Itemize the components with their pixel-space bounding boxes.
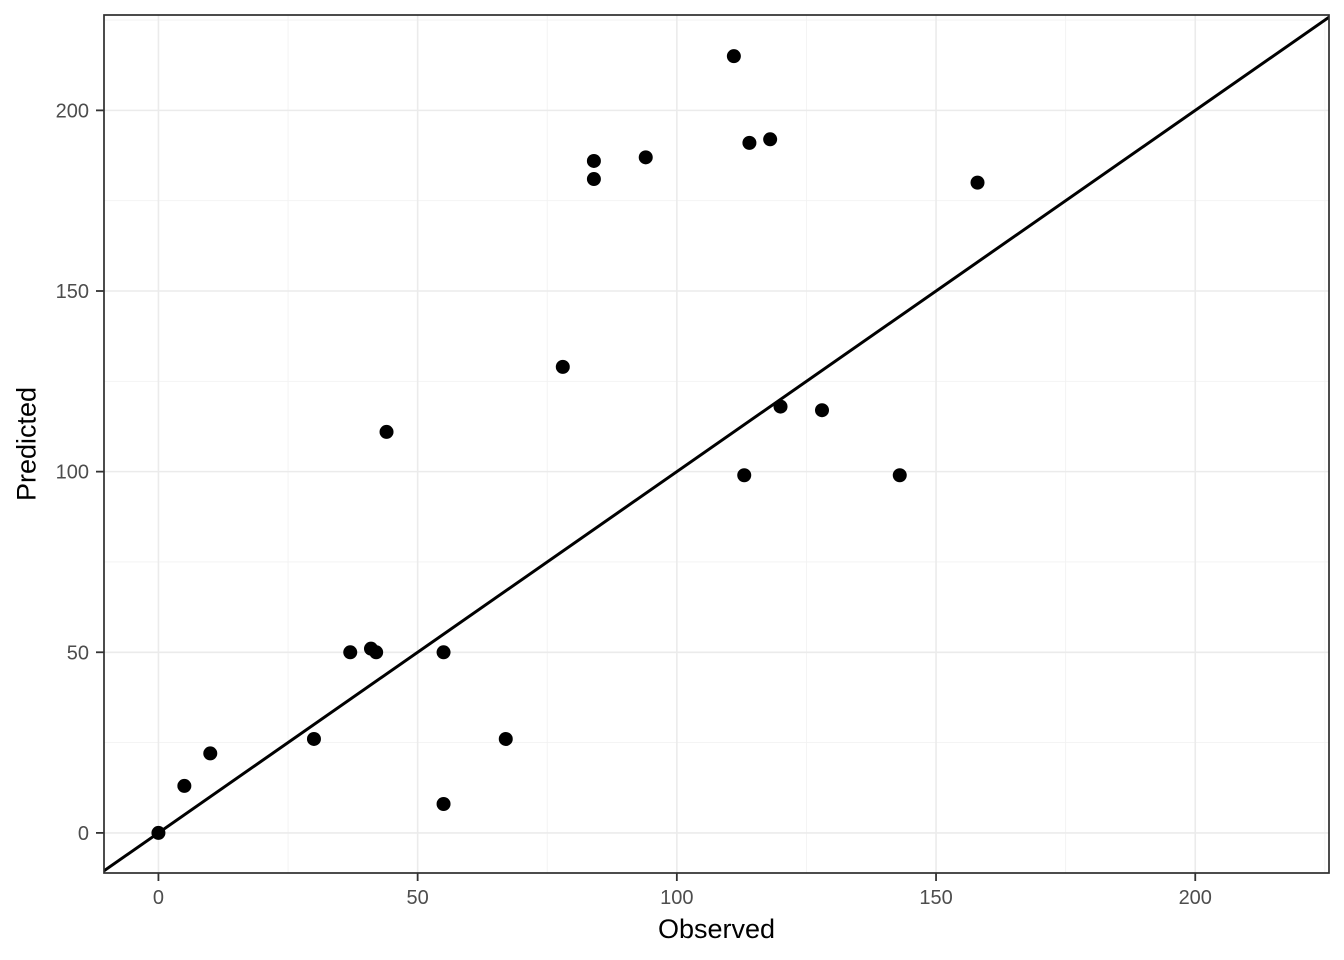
- y-tick-label: 0: [78, 823, 89, 845]
- x-tick-label: 200: [1179, 887, 1212, 909]
- data-point: [742, 135, 757, 150]
- data-point: [203, 746, 218, 761]
- data-point: [773, 399, 788, 414]
- data-point: [814, 403, 829, 418]
- data-point: [726, 49, 741, 64]
- data-point: [379, 424, 394, 439]
- data-point: [586, 172, 601, 187]
- data-point: [151, 825, 166, 840]
- y-axis-title: Predicted: [11, 386, 42, 502]
- panel-border: [103, 14, 1330, 874]
- y-tick-label: 50: [67, 642, 89, 664]
- x-tick-label: 150: [919, 887, 952, 909]
- data-point: [343, 645, 358, 660]
- data-point: [436, 645, 451, 660]
- data-point: [970, 175, 985, 190]
- data-point: [555, 359, 570, 374]
- data-point: [369, 645, 384, 660]
- x-tick-label: 100: [660, 887, 693, 909]
- data-point: [737, 468, 752, 483]
- data-point: [306, 731, 321, 746]
- data-point: [498, 731, 513, 746]
- data-point: [436, 796, 451, 811]
- x-tick-label: 50: [407, 887, 429, 909]
- y-tick-label: 150: [56, 281, 89, 303]
- data-point: [638, 150, 653, 165]
- y-tick-label: 100: [56, 462, 89, 484]
- data-point: [177, 778, 192, 793]
- y-tick-label: 200: [56, 100, 89, 122]
- data-point: [586, 153, 601, 168]
- x-axis-title: Observed: [657, 914, 776, 944]
- x-tick-label: 0: [153, 887, 164, 909]
- data-point: [892, 468, 907, 483]
- identity-line: [104, 15, 1329, 873]
- data-point: [763, 132, 778, 147]
